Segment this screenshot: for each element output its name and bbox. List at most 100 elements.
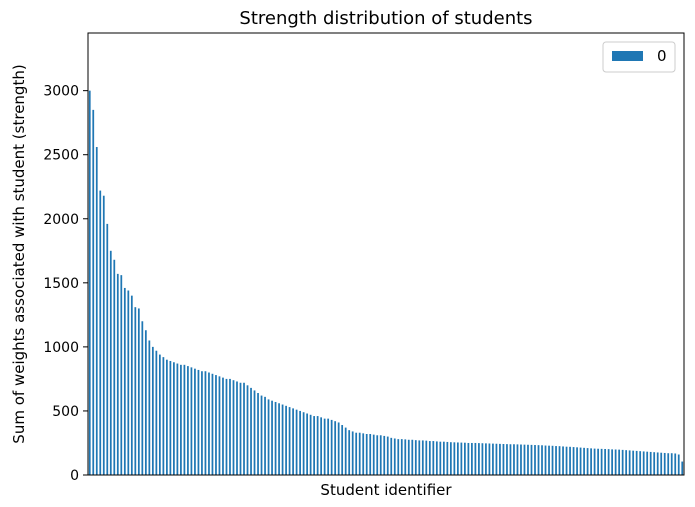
bar	[464, 442, 466, 475]
bar	[411, 439, 414, 475]
bar	[453, 442, 456, 475]
bar	[667, 453, 670, 475]
bar	[506, 444, 508, 475]
bar	[544, 445, 547, 475]
bar	[495, 443, 498, 475]
bar	[456, 442, 459, 475]
bar	[442, 441, 445, 475]
bar	[502, 444, 505, 475]
bar	[646, 451, 649, 475]
bar	[407, 439, 410, 475]
bar	[88, 90, 91, 476]
bar	[555, 446, 557, 475]
bar	[306, 413, 308, 475]
bar	[369, 434, 372, 475]
bar	[632, 450, 635, 475]
bar	[337, 422, 340, 475]
bar	[649, 451, 652, 475]
bar	[593, 448, 596, 475]
y-axis-label: Sum of weights associated with student (…	[10, 64, 28, 443]
bar	[225, 378, 228, 475]
bar	[565, 446, 568, 475]
bar	[120, 275, 123, 475]
bar	[492, 443, 494, 475]
bar	[390, 437, 393, 475]
x-axis-label: Student identifier	[320, 481, 452, 499]
bar	[148, 340, 151, 475]
legend-swatch	[612, 51, 643, 61]
bar	[130, 295, 133, 475]
bar	[383, 435, 386, 475]
bar	[372, 434, 375, 475]
bar	[604, 448, 606, 475]
bar	[169, 360, 172, 475]
bar	[642, 451, 645, 475]
bar	[530, 444, 533, 475]
bar	[579, 447, 582, 475]
bar	[414, 440, 417, 475]
bar	[250, 387, 252, 475]
bar	[166, 359, 168, 475]
bar	[660, 452, 663, 475]
bar	[681, 461, 684, 475]
chart-title: Strength distribution of students	[239, 8, 532, 29]
bar	[534, 445, 536, 475]
y-tick-label: 3000	[43, 84, 79, 100]
bar	[551, 445, 554, 475]
bar	[299, 410, 301, 475]
bar	[432, 441, 435, 475]
bar	[513, 444, 515, 475]
bar	[516, 444, 519, 475]
bar	[365, 434, 368, 475]
bar	[558, 446, 561, 475]
bar	[232, 380, 235, 475]
bar	[264, 396, 266, 475]
bar	[393, 438, 396, 475]
bar	[260, 395, 263, 475]
bar	[95, 147, 98, 475]
bar	[618, 449, 621, 475]
bar	[176, 363, 179, 475]
bar	[341, 425, 344, 475]
bar	[611, 449, 613, 475]
bar	[99, 190, 102, 475]
bar	[351, 431, 354, 475]
plot-frame	[87, 32, 685, 476]
bar	[173, 362, 175, 475]
bar	[428, 441, 431, 475]
bar	[439, 441, 442, 475]
bar	[583, 447, 585, 475]
y-tick-label: 2000	[43, 212, 79, 228]
bar	[397, 439, 400, 475]
bar	[572, 447, 575, 475]
bar	[639, 451, 642, 475]
bar	[194, 368, 196, 475]
bar	[548, 445, 550, 475]
bar	[541, 445, 543, 475]
bar	[134, 307, 137, 475]
bar	[537, 445, 540, 475]
bar	[257, 393, 259, 475]
bar	[162, 357, 165, 475]
bar	[523, 444, 526, 475]
bar	[386, 436, 389, 475]
bar	[607, 449, 610, 475]
bar	[569, 446, 571, 475]
bar	[229, 378, 231, 475]
bar	[446, 441, 449, 475]
bar	[562, 446, 564, 475]
bar	[116, 273, 119, 475]
bar	[499, 443, 501, 475]
bar	[656, 452, 659, 475]
bar	[485, 443, 487, 475]
bar	[187, 366, 189, 475]
bar	[421, 440, 424, 475]
bar	[183, 364, 186, 475]
bar	[488, 443, 491, 475]
y-tick-label: 0	[70, 468, 79, 484]
y-tick-label: 1000	[43, 340, 79, 356]
bar	[478, 443, 480, 475]
bar	[102, 195, 105, 475]
bar	[211, 373, 214, 475]
bar	[334, 421, 337, 475]
